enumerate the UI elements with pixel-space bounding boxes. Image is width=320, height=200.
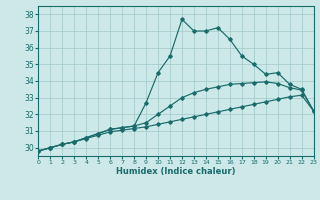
X-axis label: Humidex (Indice chaleur): Humidex (Indice chaleur): [116, 167, 236, 176]
